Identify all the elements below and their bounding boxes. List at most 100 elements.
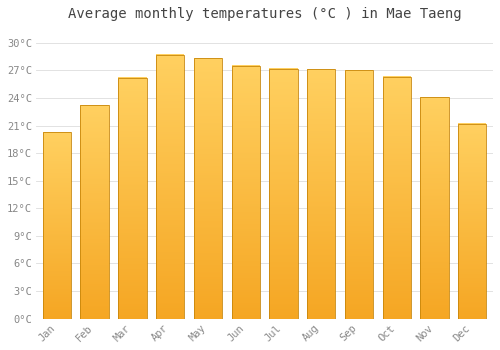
Bar (382, 257, 411, 259)
Bar (118, 243, 146, 245)
Bar (345, 163, 373, 165)
Bar (118, 305, 146, 307)
Bar (232, 240, 260, 243)
Bar (42, 263, 71, 265)
Bar (194, 221, 222, 223)
Bar (270, 248, 297, 250)
Bar (307, 170, 336, 173)
Bar (118, 132, 146, 134)
Bar (345, 159, 373, 161)
Bar (156, 216, 184, 218)
Bar (232, 203, 260, 206)
Bar (307, 107, 336, 109)
Bar (307, 169, 336, 171)
Bar (345, 244, 373, 246)
Bar (382, 163, 411, 166)
Bar (307, 164, 336, 166)
Bar (232, 180, 260, 182)
Bar (232, 116, 260, 118)
Bar (194, 115, 222, 117)
Bar (307, 127, 336, 129)
Bar (42, 225, 71, 226)
Bar (270, 226, 297, 229)
Bar (80, 317, 109, 318)
Bar (307, 257, 336, 259)
Bar (382, 142, 411, 145)
Bar (382, 197, 411, 199)
Bar (420, 135, 448, 137)
Bar (80, 147, 109, 149)
Bar (42, 285, 71, 286)
Bar (156, 172, 184, 174)
Bar (420, 296, 448, 298)
Bar (420, 185, 448, 187)
Bar (458, 289, 486, 291)
Bar (270, 211, 297, 214)
Bar (194, 290, 222, 293)
Bar (345, 166, 373, 168)
Bar (118, 164, 146, 166)
Bar (382, 136, 411, 138)
Bar (232, 234, 260, 236)
Bar (307, 295, 336, 297)
Bar (382, 246, 411, 248)
Bar (42, 165, 71, 167)
Bar (156, 144, 184, 146)
Bar (382, 289, 411, 291)
Bar (270, 176, 297, 178)
Bar (42, 186, 71, 188)
Bar (382, 220, 411, 222)
Bar (194, 65, 222, 67)
Bar (118, 217, 146, 219)
Bar (42, 164, 71, 166)
Bar (156, 109, 184, 111)
Bar (458, 125, 486, 126)
Bar (42, 281, 71, 282)
Bar (118, 188, 146, 190)
Bar (307, 114, 336, 116)
Bar (382, 249, 411, 251)
Bar (382, 228, 411, 230)
Bar (307, 215, 336, 217)
Bar (42, 233, 71, 235)
Bar (382, 104, 411, 106)
Bar (232, 80, 260, 83)
Bar (156, 104, 184, 106)
Bar (42, 293, 71, 295)
Bar (42, 149, 71, 150)
Bar (118, 226, 146, 229)
Bar (345, 174, 373, 176)
Bar (232, 192, 260, 194)
Bar (194, 230, 222, 232)
Bar (118, 146, 146, 148)
Bar (194, 299, 222, 301)
Bar (270, 160, 297, 162)
Bar (80, 190, 109, 192)
Bar (270, 188, 297, 190)
Bar (80, 222, 109, 223)
Bar (307, 238, 336, 240)
Bar (307, 124, 336, 126)
Bar (80, 248, 109, 250)
Bar (458, 135, 486, 137)
Bar (156, 299, 184, 301)
Bar (345, 300, 373, 302)
Bar (270, 115, 297, 117)
Bar (194, 266, 222, 268)
Bar (345, 102, 373, 104)
Bar (458, 313, 486, 315)
Bar (156, 239, 184, 241)
Bar (232, 194, 260, 196)
Bar (118, 294, 146, 296)
Bar (156, 315, 184, 317)
Bar (345, 308, 373, 310)
Bar (194, 82, 222, 84)
Bar (270, 308, 297, 310)
Bar (42, 139, 71, 141)
Bar (382, 305, 411, 307)
Bar (232, 163, 260, 165)
Bar (118, 292, 146, 294)
Bar (232, 70, 260, 72)
Bar (80, 197, 109, 199)
Bar (307, 276, 336, 279)
